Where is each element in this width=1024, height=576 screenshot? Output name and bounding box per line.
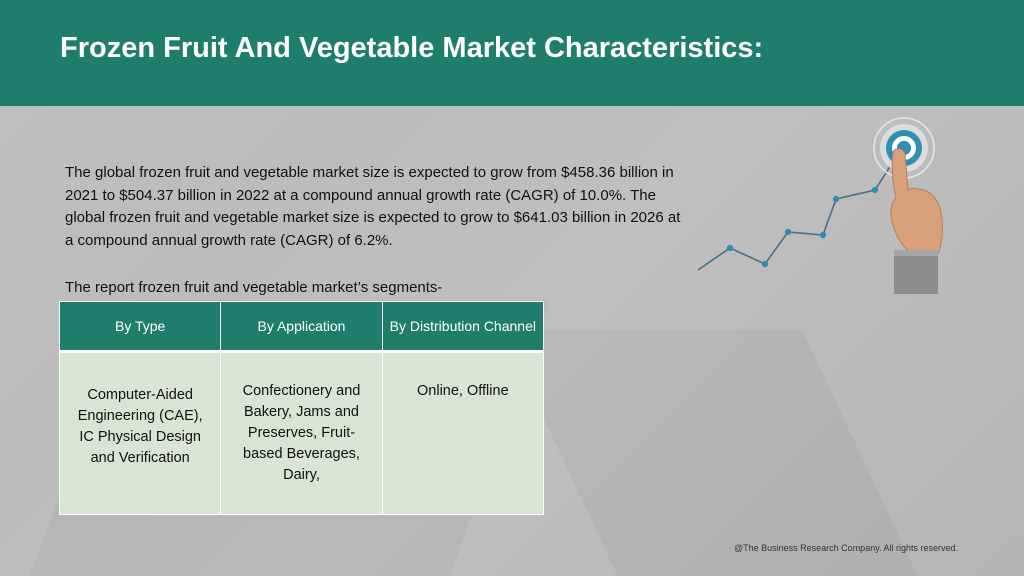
header-by-type: By Type	[58, 301, 222, 353]
intro-paragraph: The global frozen fruit and vegetable ma…	[65, 164, 681, 249]
cell-distribution-channel: Online, Offline	[381, 351, 545, 515]
table-header-row: By Type By Application By Distribution C…	[58, 301, 545, 353]
header-by-application: By Application	[220, 301, 383, 353]
copyright-footer: @The Business Research Company. All righ…	[734, 543, 959, 553]
cell-type: Computer-Aided Engineering (CAE), IC Phy…	[58, 351, 222, 515]
title-bar: Frozen Fruit And Vegetable Market Charac…	[0, 0, 1024, 106]
growth-line-icon	[697, 147, 903, 271]
table-row: Computer-Aided Engineering (CAE), IC Phy…	[58, 351, 545, 515]
segments-label: The report frozen fruit and vegetable ma…	[65, 279, 443, 296]
cell-application: Confectionery and Bakery, Jams and Prese…	[220, 351, 383, 515]
growth-chart-hand-icon	[697, 117, 943, 294]
header-by-distribution-channel: By Distribution Channel	[381, 301, 545, 353]
segments-table: By Type By Application By Distribution C…	[58, 301, 545, 515]
hand-icon	[890, 148, 943, 294]
slide-title: Frozen Fruit And Vegetable Market Charac…	[60, 32, 764, 64]
